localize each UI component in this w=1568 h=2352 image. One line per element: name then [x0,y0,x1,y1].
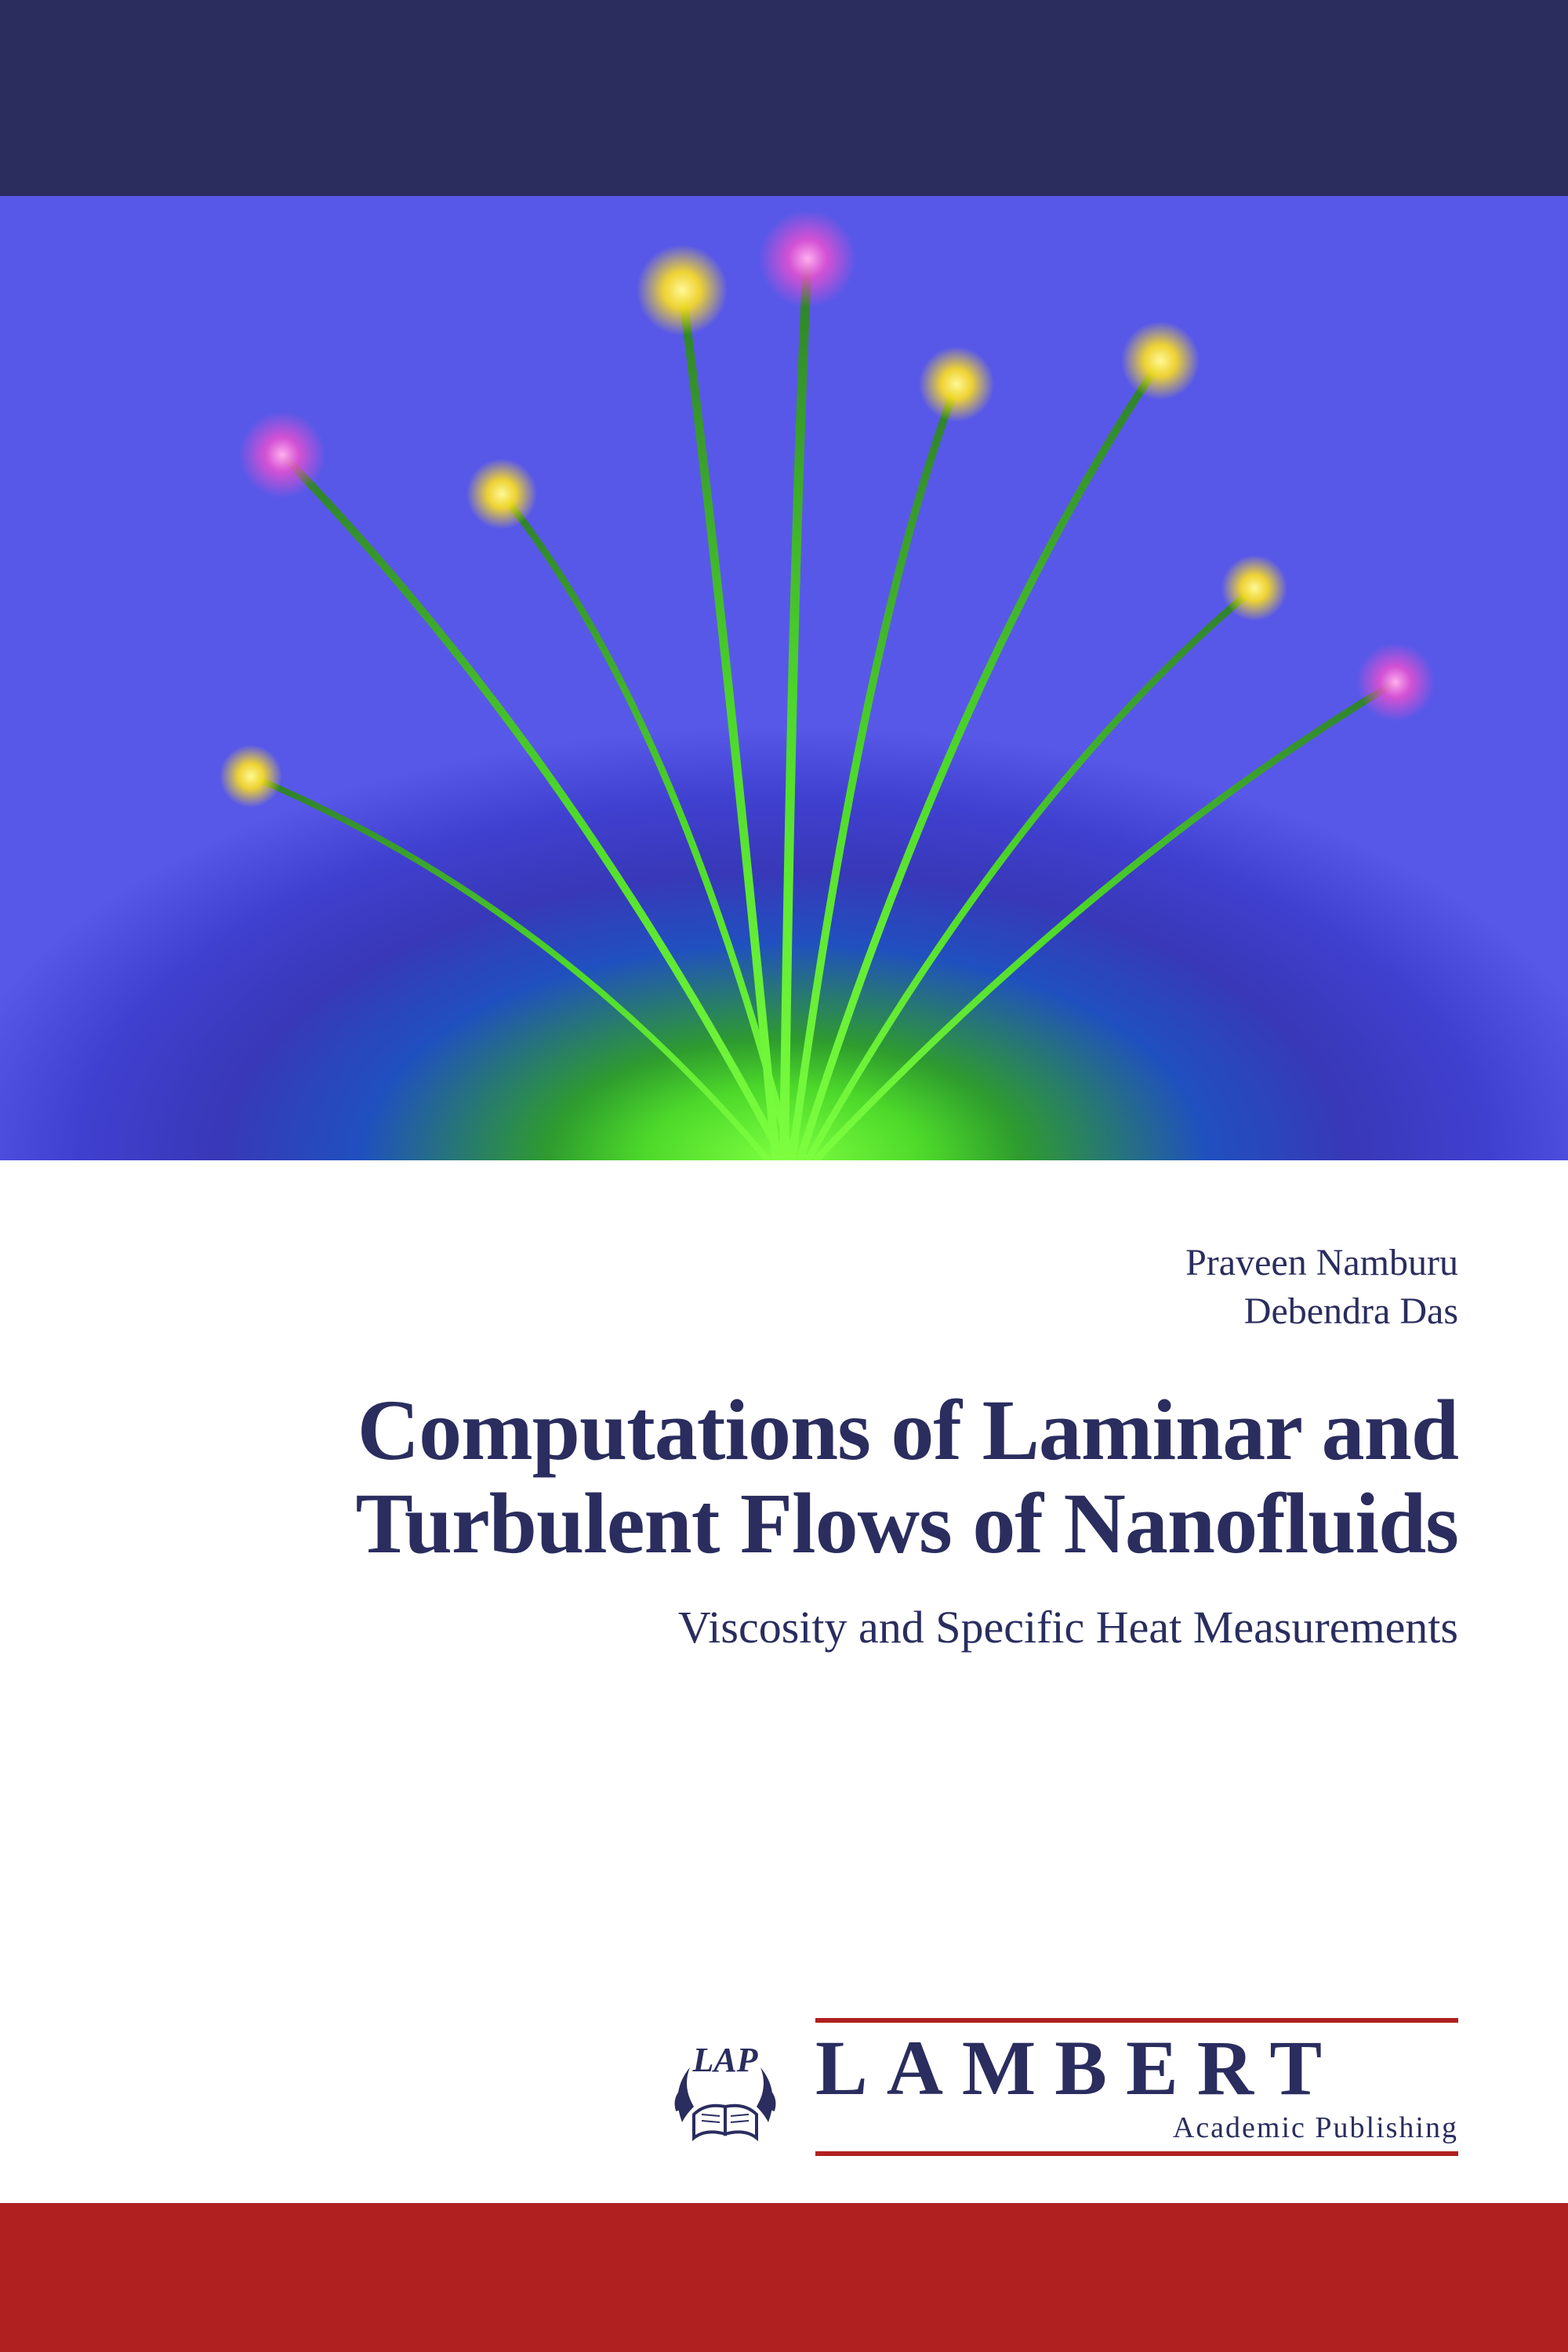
hero-image [0,196,1568,1160]
publisher-text: LAMBERT Academic Publishing [815,2018,1458,2156]
content-area: Praveen Namburu Debendra Das Computation… [0,1160,1568,2203]
author-1: Praveen Namburu [110,1239,1458,1287]
publisher-line-top [815,2018,1458,2023]
publisher-name: LAMBERT [815,2029,1458,2107]
emblem-text: LAP [691,2041,758,2079]
publisher-block: LAP LAMBERT Academic Publishing [659,2018,1458,2156]
author-2: Debendra Das [110,1287,1458,1336]
publisher-emblem-icon: LAP [659,2028,792,2146]
top-color-band [0,0,1568,196]
book-cover: Praveen Namburu Debendra Das Computation… [0,0,1568,2352]
authors-block: Praveen Namburu Debendra Das [110,1239,1458,1337]
book-subtitle: Viscosity and Specific Heat Measurements [110,1601,1458,1653]
publisher-line-bottom [815,2151,1458,2156]
bottom-color-band [0,2203,1568,2352]
book-title: Computations of Laminar and Turbulent Fl… [110,1384,1458,1570]
publisher-tagline: Academic Publishing [815,2111,1458,2145]
